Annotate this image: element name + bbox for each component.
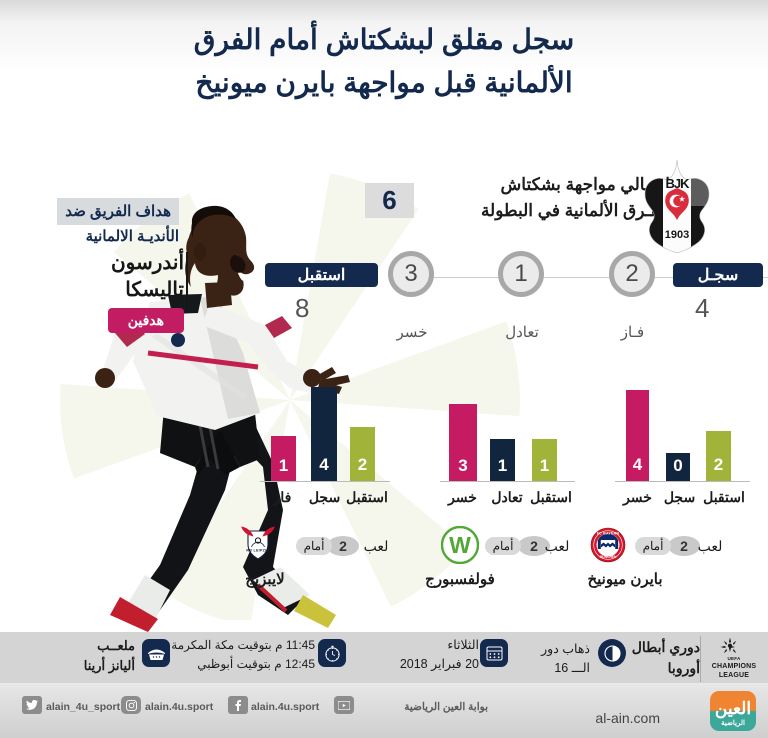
- svg-text:العين: العين: [715, 699, 751, 719]
- svg-text:RB LEIPZIG: RB LEIPZIG: [246, 549, 269, 553]
- svg-text:MUNCHEN: MUNCHEN: [600, 555, 617, 559]
- svg-text:FC BAYERN: FC BAYERN: [597, 532, 620, 536]
- svg-text:W: W: [449, 532, 471, 558]
- svg-text:الرياضية: الرياضية: [721, 719, 745, 727]
